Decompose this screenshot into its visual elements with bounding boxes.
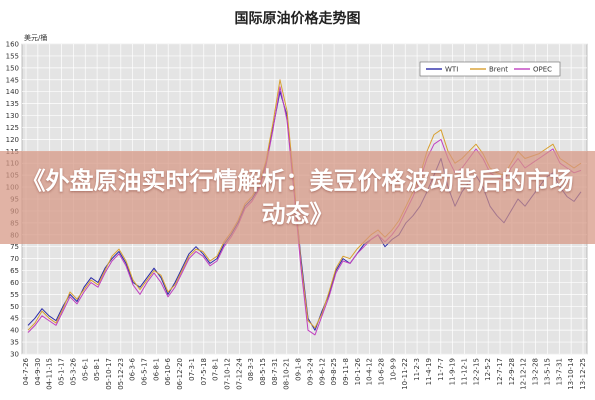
x-tick-label: 05-8-1 [93,358,101,381]
x-tick-label: 05-1-17 [58,358,66,385]
x-tick-label: 13-10-14 [567,357,575,389]
x-tick-label: 08-3-3 [247,358,255,381]
headline-banner [0,151,595,244]
x-tick-label: 10-4-12 [366,358,374,385]
y-tick-label: 45 [10,315,19,323]
x-tick-label: 11-2-3 [413,358,421,381]
x-tick-label: 06-8-1 [152,358,160,381]
x-tick-label: 07-5-18 [200,358,208,385]
headline-text: 《外盘原油实时行情解析：美豆价格波动背后的市场动态》 [21,167,574,228]
x-tick-label: 04-9-30 [34,358,42,385]
y-tick-label: 30 [10,351,19,359]
y-tick-label: 35 [10,339,19,347]
x-tick-label: 09-3-24 [306,357,314,385]
x-tick-label: 08-10-21 [283,358,291,390]
x-tick-label: 09-1-8 [295,358,303,381]
x-tick-label: 09-11-8 [342,358,350,385]
y-tick-label: 50 [10,303,19,311]
chart-title: 国际原油价格走势图 [234,11,361,27]
x-tick-label: 08-5-15 [259,358,267,385]
x-tick-label: 12-12-12 [520,358,528,390]
x-tick-label: 06-3-6 [129,357,137,380]
x-tick-label: 09-8-25 [330,358,338,385]
y-tick-label: 160 [6,41,19,49]
y-tick-label: 60 [10,279,19,287]
y-tick-label: 140 [6,88,19,96]
y-tick-label: 75 [10,243,19,251]
x-tick-label: 06-12-20 [176,358,184,390]
x-tick-label: 06-5-17 [141,358,149,385]
x-tick-label: 10-1-26 [354,357,362,385]
x-tick-label: 10-6-28 [378,358,386,385]
x-tick-label: 07-3-1 [188,358,196,381]
x-tick-label: 09-6-12 [318,358,326,385]
y-tick-label: 135 [6,100,19,108]
x-tick-label: 05-6-1 [81,358,89,381]
y-tick-label: 145 [6,76,19,84]
x-tick-label: 08-7-31 [271,358,279,385]
x-tick-label: 13-7-31 [555,358,563,385]
y-tick-label: 155 [6,52,19,60]
x-tick-label: 12-7-17 [496,358,504,385]
legend: WTI Brent OPEC [419,61,561,77]
x-tick-label: 11-4-19 [425,358,433,385]
x-tick-label: 10-9-9 [389,358,397,381]
x-tick-label: 04-11-15 [46,358,54,390]
legend-label: WTI [445,66,458,74]
x-tick-label: 12-5-2 [484,358,492,381]
x-tick-label: 12-2-15 [472,358,480,385]
x-tick-label: 07-12-24 [235,357,243,389]
y-tick-label: 125 [6,124,19,132]
x-tick-label: 13-2-28 [532,358,540,385]
y-tick-label: 130 [6,112,19,120]
x-tick-label: 06-10-6 [164,357,172,385]
x-tick-label: 07-8-1 [212,358,220,381]
y-tick-label: 120 [6,136,19,144]
x-tick-label: 11-7-7 [437,358,445,381]
x-tick-label: 05-12-23 [117,358,125,390]
x-tick-label: 13-12-25 [579,358,587,390]
x-tick-label: 11-12-1 [460,358,468,385]
x-tick-label: 11-9-19 [449,358,457,385]
x-axis-ticks: 04-7-26 04-9-30 04-11-15 05-1-17 05-3-26 05-6… [22,357,587,389]
x-tick-label: 13-5-15 [543,358,551,385]
x-tick-label: 04-7-26 [22,357,30,385]
legend-label: OPEC [533,66,552,74]
y-tick-label: 65 [10,267,19,275]
y-tick-label: 55 [10,291,19,299]
x-tick-label: 07-10-12 [223,358,231,390]
x-tick-label: 10-11-22 [401,358,409,390]
y-tick-label: 150 [6,64,19,72]
x-tick-label: 12-9-28 [508,358,516,385]
legend-label: Brent [489,66,508,74]
x-tick-label: 05-3-26 [69,357,77,385]
y-tick-label: 70 [10,255,19,263]
x-tick-label: 05-10-17 [105,358,113,390]
y-tick-label: 40 [10,327,19,335]
legend-box [419,61,561,77]
y-axis-label: 美元/桶 [24,33,47,42]
